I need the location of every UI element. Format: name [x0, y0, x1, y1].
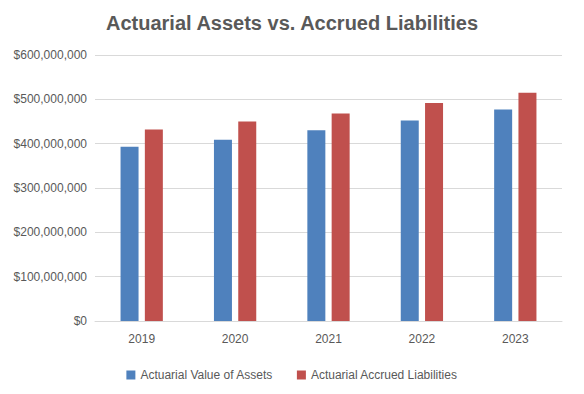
- svg-text:$300,000,000: $300,000,000: [14, 181, 88, 195]
- svg-text:$500,000,000: $500,000,000: [14, 92, 88, 106]
- svg-text:$400,000,000: $400,000,000: [14, 137, 88, 151]
- svg-text:$200,000,000: $200,000,000: [14, 225, 88, 239]
- svg-text:2019: 2019: [128, 332, 155, 346]
- svg-text:Actuarial Value of Assets: Actuarial Value of Assets: [140, 368, 272, 382]
- svg-text:2020: 2020: [222, 332, 249, 346]
- svg-text:$100,000,000: $100,000,000: [14, 270, 88, 284]
- svg-text:$600,000,000: $600,000,000: [14, 48, 88, 62]
- svg-text:2021: 2021: [315, 332, 342, 346]
- svg-text:2023: 2023: [502, 332, 529, 346]
- svg-text:Actuarial Accrued Liabilities: Actuarial Accrued Liabilities: [311, 368, 457, 382]
- svg-text:$0: $0: [74, 314, 88, 328]
- svg-text:2022: 2022: [409, 332, 436, 346]
- svg-text:Actuarial Assets vs. Accrued L: Actuarial Assets vs. Accrued Liabilities: [106, 12, 478, 34]
